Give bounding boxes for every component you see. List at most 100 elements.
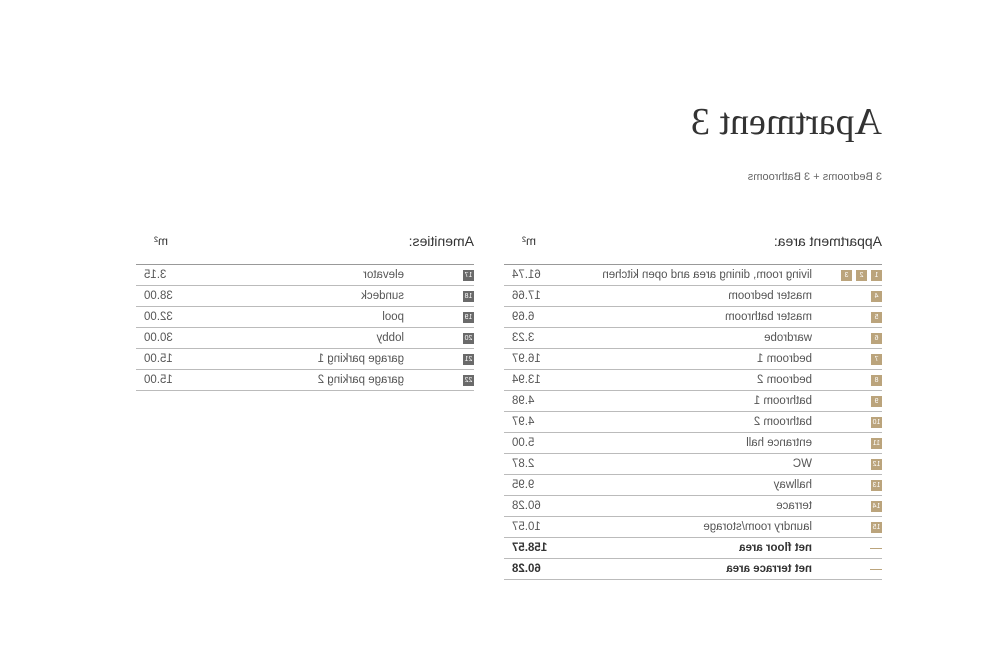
room-number-badges: 10 [812,416,882,428]
area-value: 4.97 [512,416,535,428]
apartment-area-table: Appartment area: m² 1 2 3 living room, dini… [504,228,882,580]
unit-header: m² [522,234,536,248]
area-value: 2.87 [512,458,535,470]
room-number-badge: 7 [871,353,882,365]
room-number-badge: 15 [871,521,882,533]
area-value: 5.00 [512,437,535,449]
room-number-badge: 5 [871,311,882,323]
room-label: garage parking 1 [317,353,404,365]
table-header: Appartment area: m² [504,228,882,265]
area-value: 15.00 [144,374,173,386]
amenities-heading: Amenities: [408,233,474,249]
room-label: elevator [363,269,404,281]
room-label: entrance hall [746,437,812,449]
total-row: net terrace area 60.28 [504,559,882,580]
total-label: net floor area [739,542,812,554]
room-number-badges: 21 [404,353,474,365]
room-label: terrace [776,500,812,512]
room-number-badges: 22 [404,374,474,386]
room-number-badges: 5 [812,311,882,323]
table-row: 21 garage parking 1 15.00 [136,349,474,370]
room-number-badges: 19 [404,311,474,323]
area-value: 3.23 [512,332,535,344]
unit-header: m² [154,234,168,248]
table-row: 17 elevator 3.15 [136,265,474,286]
room-number-badge: 3 [841,269,852,281]
total-value: 158.57 [512,542,548,554]
room-number-badges: 12 [812,458,882,470]
room-label: pool [382,311,404,323]
table-header: Amenities: m² [136,228,474,265]
room-number-badge: 17 [463,269,474,281]
room-number-badges: 7 [812,353,882,365]
area-value: 6.69 [512,311,535,323]
room-label: WC [792,458,812,470]
room-number-badge: 2 [856,269,867,281]
total-row: net floor area 158.57 [504,538,882,559]
room-label: wardrobe [764,332,812,344]
room-number-badge: 1 [871,269,882,281]
room-number-badge: 11 [871,437,882,449]
area-value: 30.00 [144,332,173,344]
table-row: 15 laundry room/storage 10.57 [504,517,882,538]
room-number-badge: 4 [871,290,882,302]
table-row: 18 sundeck 38.00 [136,286,474,307]
table-row: 1 2 3 living room, dining area and open kit… [504,265,882,286]
table-row: 19 pool 32.00 [136,307,474,328]
room-number-badge: 6 [871,332,882,344]
table-row: 9 bathroom 1 4.98 [504,391,882,412]
room-label: laundry room/storage [703,521,812,533]
room-number-badge: 13 [871,479,882,491]
room-number-badge: 12 [871,458,882,470]
room-label: sundeck [361,290,404,302]
room-number-badge: 22 [463,374,474,386]
room-label: garage parking 2 [317,374,404,386]
room-number-badge: 21 [463,353,474,365]
apartment-heading: Appartment area: [773,233,882,249]
table-row: 8 bedroom 2 13.94 [504,370,882,391]
room-number-badges: 17 [404,269,474,281]
page-subtitle: 3 Bedrooms + 3 Bathrooms [747,171,882,183]
area-value: 38.00 [144,290,173,302]
table-row: 5 master bathroom 6.69 [504,307,882,328]
room-number-badge: 20 [463,332,474,344]
room-number-badges: 11 [812,437,882,449]
room-number-badges: 20 [404,332,474,344]
table-row: 11 entrance hall 5.00 [504,433,882,454]
area-value: 3.15 [144,269,167,281]
area-value: 16.97 [512,353,541,365]
room-label: bedroom 2 [757,374,812,386]
dash-icon [870,548,882,549]
room-number-badges: 15 [812,521,882,533]
room-number-badges: 13 [812,479,882,491]
page-title: Apartment 3 [690,101,882,143]
table-row: 20 lobby 30.00 [136,328,474,349]
area-value: 32.00 [144,311,173,323]
table-row: 14 terrace 60.28 [504,496,882,517]
area-value: 60.28 [512,500,541,512]
area-value: 9.95 [512,479,535,491]
area-value: 10.57 [512,521,541,533]
room-number-badges: 14 [812,500,882,512]
room-number-badges: 6 [812,332,882,344]
room-number-badge: 8 [871,374,882,386]
room-label: living room, dining area and open kitche… [602,269,812,281]
area-value: 13.94 [512,374,541,386]
room-number-badge: 9 [871,395,882,407]
room-number-badge: 10 [871,416,882,428]
amenities-table: Amenities: m² 17 elevator 3.15 18 sundeck 38.… [136,228,474,391]
room-label: bathroom 2 [753,416,812,428]
room-label: bedroom 1 [757,353,812,365]
room-label: lobby [376,332,405,344]
table-row: 10 bathroom 2 4.97 [504,412,882,433]
table-row: 12 WC 2.87 [504,454,882,475]
room-number-badges: 9 [812,395,882,407]
room-label: master bathroom [725,311,812,323]
table-row: 22 garage parking 2 15.00 [136,370,474,391]
table-row: 4 master bedroom 17.66 [504,286,882,307]
total-label: net terrace area [726,563,812,575]
area-value: 4.98 [512,395,535,407]
room-label: bathroom 1 [753,395,812,407]
